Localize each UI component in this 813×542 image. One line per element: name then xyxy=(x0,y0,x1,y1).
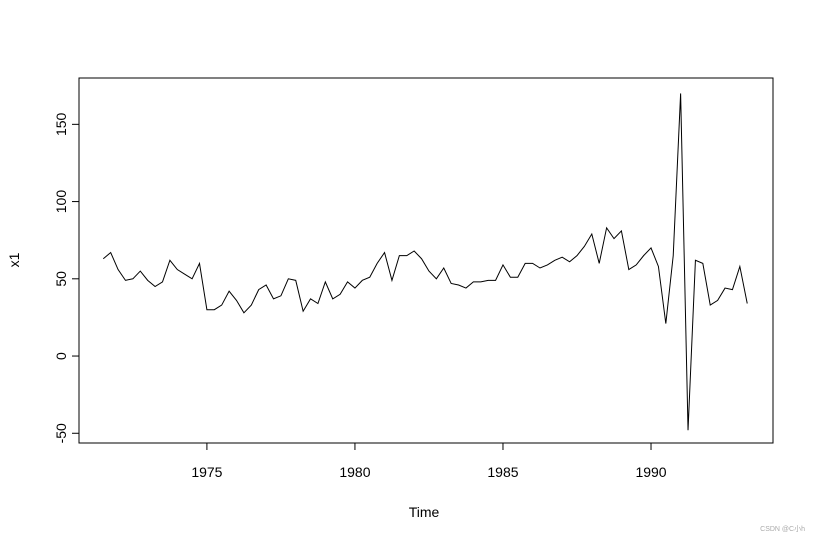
x-axis-label: Time xyxy=(409,504,440,520)
watermark: CSDN @C小h xyxy=(760,524,805,533)
x-tick-label: 1985 xyxy=(487,464,518,480)
y-tick-label: 0 xyxy=(53,352,69,360)
y-tick-label: 50 xyxy=(53,271,69,287)
x-tick-label: 1975 xyxy=(191,464,222,480)
x-tick-label: 1990 xyxy=(635,464,666,480)
y-tick-label: 150 xyxy=(53,112,69,136)
y-tick-label: -50 xyxy=(53,423,69,443)
series-line xyxy=(102,93,748,431)
x-tick-label: 1980 xyxy=(339,464,370,480)
y-tick-label: 100 xyxy=(53,190,69,214)
plot-box xyxy=(78,77,774,444)
y-axis-label: x1 xyxy=(6,252,22,267)
